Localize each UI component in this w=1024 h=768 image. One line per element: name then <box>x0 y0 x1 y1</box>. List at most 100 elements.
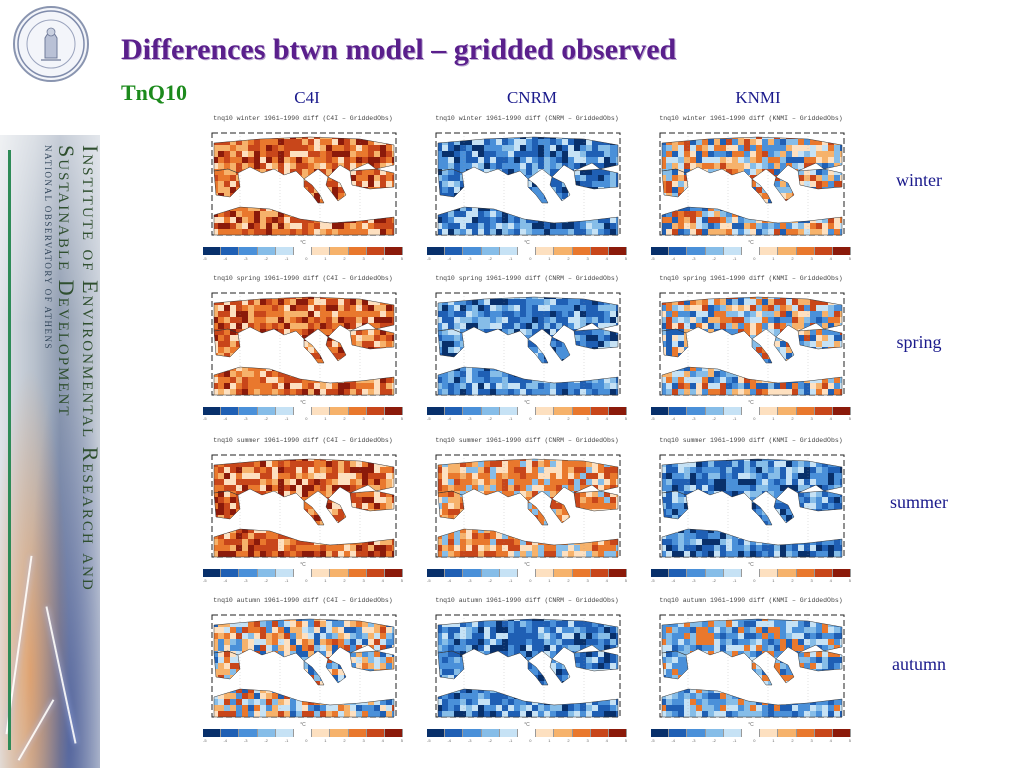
colorbar-swatch <box>330 407 349 415</box>
colorbar-tick-label: 4 <box>829 256 832 261</box>
colorbar-tick-label: -2 <box>264 578 268 583</box>
colorbar-tick-label: 4 <box>605 578 608 583</box>
colorbar-tick-label: 5 <box>848 256 851 261</box>
colorbar-summer-c4i <box>203 569 404 577</box>
colorbar-tick-label: -4 <box>447 738 451 743</box>
colorbar-tick-label: 0 <box>529 738 532 743</box>
colorbar-swatch <box>814 569 833 577</box>
colorbar-swatch <box>239 407 258 415</box>
difference-map <box>211 132 397 236</box>
map-panel-caption: tnq10 summer 1961–1990 diff (CNRM – Grid… <box>435 437 619 444</box>
colorbar-swatch <box>293 729 313 737</box>
colorbar-tick-label: -3 <box>243 738 248 743</box>
colorbar-swatch <box>536 569 555 577</box>
colorbar-tick-label: -3 <box>467 256 472 261</box>
coastline <box>349 650 395 672</box>
colorbar-autumn-knmi <box>651 729 852 737</box>
colorbar-swatch <box>832 247 852 255</box>
colorbar-tick-label: -2 <box>712 256 716 261</box>
colorbar-tick-label: 1 <box>324 416 327 421</box>
colorbar-tick-label: -2 <box>488 416 492 421</box>
colorbar-swatch <box>293 247 313 255</box>
coastline <box>349 168 395 190</box>
colorbar-unit: °C <box>524 722 530 728</box>
colorbar-swatch <box>384 569 404 577</box>
colorbar-swatch <box>536 247 555 255</box>
coastline <box>437 618 619 662</box>
colorbar-swatch <box>348 247 367 255</box>
coastline <box>527 660 549 686</box>
map-panel-spring-cnrm: tnq10 spring 1961–1990 diff (CNRM – Grid… <box>424 275 630 425</box>
colorbar-swatch <box>445 407 464 415</box>
colorbar-swatch <box>705 729 724 737</box>
colorbar-swatch <box>239 729 258 737</box>
colorbar-tick-label: 0 <box>753 578 756 583</box>
colorbar-tick-label: 0 <box>305 416 308 421</box>
colorbar-swatch <box>760 247 779 255</box>
colorbar-tick-label: 3 <box>810 416 813 421</box>
institute-line-3: NATIONAL OBSERVATORY OF ATHENS <box>43 145 53 351</box>
colorbar-tick-label: 4 <box>829 578 832 583</box>
coastline <box>325 176 347 202</box>
institute-name: Institute of Environmental Research and … <box>12 145 103 755</box>
coastline <box>773 658 795 684</box>
colorbar-swatch <box>517 729 537 737</box>
colorbar-swatch <box>651 247 670 255</box>
colorbar-tick-label: 5 <box>624 256 627 261</box>
difference-map <box>659 454 845 558</box>
colorbar-tick-label: 1 <box>548 578 551 583</box>
colorbar-tick-label: -2 <box>264 256 268 261</box>
colorbar-spring-cnrm <box>427 407 628 415</box>
colorbar-swatch <box>590 569 609 577</box>
coastline <box>437 136 619 180</box>
colorbar-tick-label: 2 <box>791 578 794 583</box>
row-label-summer: summer <box>890 492 948 512</box>
seal-graphic <box>17 10 85 78</box>
colorbar-swatch <box>293 569 313 577</box>
colorbar-swatch <box>221 569 240 577</box>
colorbar-swatch <box>669 407 688 415</box>
colorbar-swatch <box>796 247 815 255</box>
colorbar-winter-c4i <box>203 247 404 255</box>
colorbar-swatch <box>384 407 404 415</box>
colorbar-unit: °C <box>300 562 306 568</box>
colorbar-tick-label: 4 <box>381 256 384 261</box>
coastline <box>773 336 795 362</box>
colorbar-unit: °C <box>748 240 754 246</box>
colorbar-tick-label: 5 <box>624 578 627 583</box>
colorbar-swatch <box>463 569 482 577</box>
colorbar-unit: °C <box>748 722 754 728</box>
colorbar-tick-label: 5 <box>848 416 851 421</box>
colorbar-swatch <box>760 569 779 577</box>
colorbar-tick-label: -1 <box>284 416 289 421</box>
colorbar-tick-label: 1 <box>324 256 327 261</box>
map-panel-autumn-c4i: tnq10 autumn 1961–1990 diff (C4I – Gridd… <box>200 597 406 747</box>
colorbar-swatch <box>427 729 446 737</box>
colorbar-tick-label: -2 <box>488 578 492 583</box>
colorbar-tick-label: -1 <box>732 256 737 261</box>
colorbar-tick-label: 2 <box>567 256 570 261</box>
colorbar-ticks: -5 -4 -3 -2 -1 0 1 2 3 4 5 <box>651 738 851 744</box>
colorbar-tick-label: 5 <box>400 578 403 583</box>
colorbar-swatch <box>463 407 482 415</box>
colorbar-tick-label: -1 <box>732 416 737 421</box>
coastline <box>437 688 619 718</box>
colorbar-swatch <box>705 407 724 415</box>
colorbar-swatch <box>427 247 446 255</box>
colorbar-swatch <box>687 569 706 577</box>
colorbar-tick-label: -2 <box>712 578 716 583</box>
colorbar-swatch <box>554 247 573 255</box>
colorbar-tick-label: -5 <box>651 578 655 583</box>
colorbar-swatch <box>741 729 761 737</box>
colorbar-tick-label: -2 <box>712 416 716 421</box>
colorbar-tick-label: -5 <box>651 416 655 421</box>
colorbar-swatch <box>203 729 222 737</box>
coastline <box>213 618 395 662</box>
colorbar-swatch <box>348 407 367 415</box>
colorbar-tick-label: -4 <box>671 578 675 583</box>
colorbar-swatch <box>705 247 724 255</box>
colorbar-ticks: -5 -4 -3 -2 -1 0 1 2 3 4 5 <box>427 416 627 422</box>
colorbar-swatch <box>590 247 609 255</box>
colorbar-swatch <box>348 729 367 737</box>
colorbar-swatch <box>499 569 518 577</box>
